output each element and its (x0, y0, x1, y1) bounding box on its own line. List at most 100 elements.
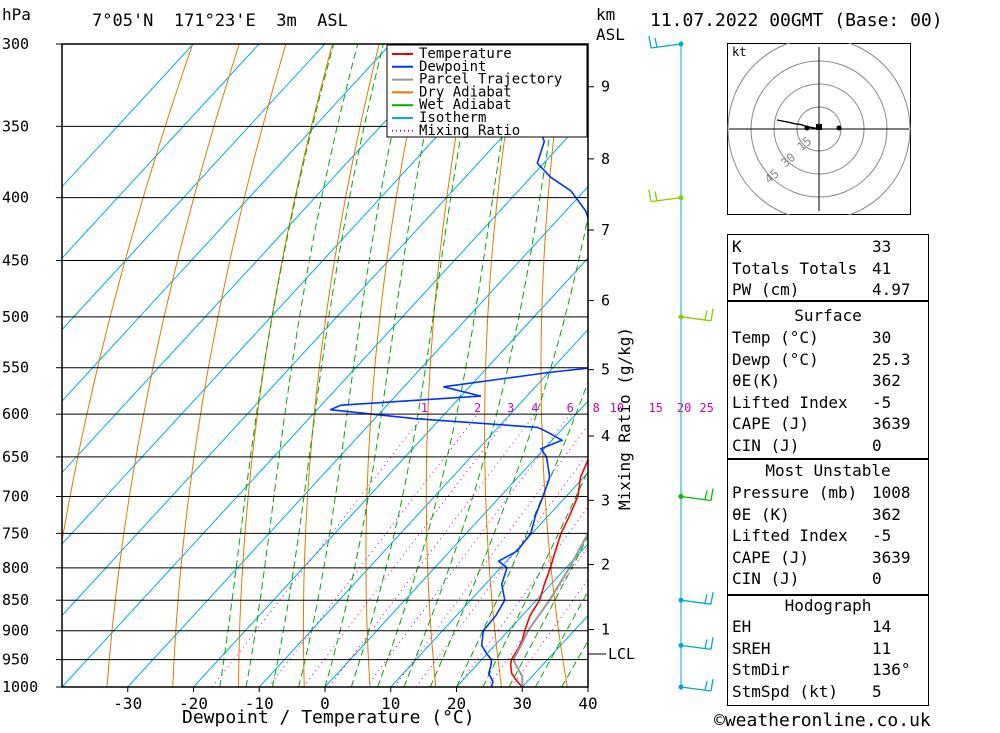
dry-adiabat-line (937, 7, 1000, 713)
index-row: CIN (J) 0 (732, 568, 924, 589)
index-label: θE (K) (732, 504, 790, 524)
index-row: Lifted Index -5 (732, 392, 924, 413)
mixing-ratio-label: 1 (421, 401, 428, 415)
wet-adiabat-line (350, 44, 479, 687)
pressure-tick-label: 600 (2, 405, 29, 423)
altitude-km-tick-label: 9 (601, 78, 610, 96)
mixing-ratio-label: 15 (648, 401, 662, 415)
isotherm-line (456, 543, 588, 687)
index-row: Dewp (°C) 25.3 (732, 349, 924, 370)
index-value: 3639 (872, 547, 911, 567)
index-label: PW (cm) (732, 280, 800, 299)
copyright-text: ©weatheronline.co.uk (714, 710, 931, 731)
wet-adiabat-line (482, 469, 588, 687)
dewpoint-line (329, 44, 588, 687)
pressure-tick-label: 700 (2, 488, 29, 506)
temperature-tick-label: 10 (381, 694, 400, 713)
index-row: CIN (J) 0 (732, 435, 924, 456)
wet-adiabat-line (298, 44, 412, 687)
hodograph-trace (776, 119, 820, 130)
wet-adiabat-line (271, 44, 384, 687)
wind-barb (678, 308, 714, 322)
index-row: PW (cm) 4.97 (732, 279, 924, 300)
pressure-tick-label: 300 (2, 35, 29, 53)
index-value: 362 (872, 371, 901, 390)
index-value: 11 (872, 638, 892, 658)
pressure-tick-label: 1000 (2, 678, 38, 696)
plot-frame (61, 43, 589, 688)
mixing-ratio-label: 8 (593, 401, 600, 415)
index-label: Totals Totals (732, 258, 858, 278)
pressure-tick-label: 500 (2, 308, 29, 326)
index-label: θE(K) (732, 371, 781, 390)
indices-top-box (727, 234, 929, 302)
index-row: K 33 (732, 236, 924, 257)
wind-barb (678, 637, 714, 651)
index-row: Temp (°C) 30 (732, 327, 924, 348)
index-value: -5 (872, 526, 892, 545)
parcel-trajectory-line (512, 531, 588, 687)
pressure-tick-label: 350 (2, 117, 29, 135)
index-label: Dewp (°C) (732, 349, 819, 369)
dry-adiabat-line (302, 44, 380, 687)
mixing-ratio-axis-title: Mixing Ratio (g/kg) (615, 326, 634, 510)
mixing-ratio-line (415, 452, 588, 687)
wind-barb (678, 488, 714, 502)
index-label: CIN (J) (732, 435, 800, 455)
index-value: 25.3 (872, 349, 911, 369)
pressure-tick-label: 950 (2, 651, 29, 669)
index-label: CAPE (J) (732, 414, 810, 433)
pressure-tick-label: 900 (2, 622, 29, 640)
wet-adiabat-line (324, 44, 444, 687)
wind-barb (678, 678, 714, 692)
mixing-ratio-label: 20 (677, 401, 691, 415)
isotherm-line (324, 400, 588, 687)
index-label: Temp (°C) (732, 328, 819, 347)
index-label: CIN (J) (732, 569, 800, 588)
index-label: StmSpd (kt) (732, 681, 838, 701)
dry-adiabat-line (540, 44, 568, 687)
temperature-tick-label: 40 (578, 694, 597, 713)
temperature-line (509, 457, 588, 687)
index-label: SREH (732, 638, 771, 658)
wet-adiabat-line (403, 44, 565, 687)
index-label: K (732, 237, 742, 256)
pressure-tick-label: 450 (2, 252, 29, 270)
index-value: -5 (872, 392, 892, 412)
dry-adiabat-line (649, 7, 706, 713)
index-section-title: Most Unstable (765, 461, 891, 480)
index-label: Lifted Index (732, 392, 848, 412)
mixing-ratio-line (366, 413, 571, 687)
pressure-tick-label: 550 (2, 359, 29, 377)
index-label: Pressure (mb) (732, 483, 858, 502)
mixing-ratio-label: 25 (699, 401, 713, 415)
index-row: Lifted Index -5 (732, 525, 924, 546)
dry-adiabat-line (983, 7, 1000, 713)
index-value: 1008 (872, 483, 911, 502)
pressure-tick-label: 800 (2, 559, 29, 577)
x-axis-title: Dewpoint / Temperature (°C) (182, 707, 475, 728)
index-label: CAPE (J) (732, 547, 810, 567)
mixing-ratio-label: 2 (474, 401, 481, 415)
isotherm-line (258, 328, 588, 687)
mixing-ratio-line (511, 578, 588, 687)
wet-adiabat-line (377, 44, 519, 687)
altitude-km-tick-label: 7 (601, 221, 610, 239)
index-row: CAPE (J) 3639 (732, 547, 924, 568)
altitude-km-tick-label: 2 (601, 555, 610, 573)
temperature-tick-label: 20 (447, 694, 466, 713)
pressure-tick-label: 400 (2, 189, 29, 207)
index-section-title: Hodograph (784, 596, 872, 615)
altitude-km-tick-label: 3 (601, 491, 610, 509)
legend-label: Dry Adiabat (419, 84, 512, 100)
wind-barb (678, 592, 714, 605)
wet-adiabat-line (429, 214, 588, 687)
index-label: Lifted Index (732, 526, 848, 545)
index-row: θE (K) 362 (732, 504, 924, 525)
index-row: CAPE (J) 3639 (732, 413, 924, 434)
mixing-ratio-label: 4 (531, 401, 538, 415)
mixing-ratio-label: 6 (567, 401, 574, 415)
index-value: 4.97 (872, 280, 911, 299)
index-value: 3639 (872, 414, 911, 433)
